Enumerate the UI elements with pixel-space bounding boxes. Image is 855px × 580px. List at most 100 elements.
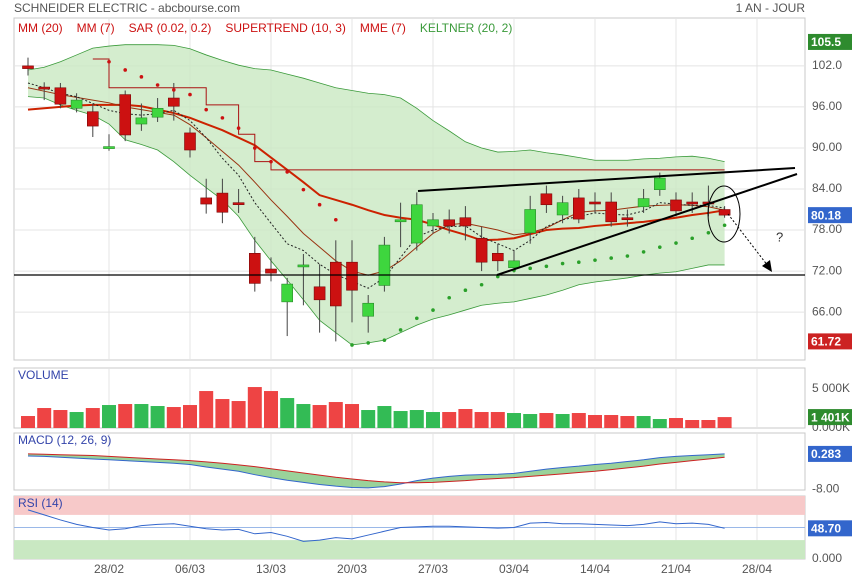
candle-body <box>281 283 294 303</box>
sar-dot <box>382 338 387 342</box>
volume-bar <box>345 404 359 428</box>
candle-body <box>232 202 245 205</box>
volume-bar <box>183 405 197 428</box>
panel-title: MACD (12, 26, 9) <box>18 433 111 447</box>
candle-body <box>491 252 504 262</box>
y-tick-label: 5 000K <box>812 381 850 395</box>
highlight-ellipse <box>707 185 741 243</box>
volume-bar <box>296 404 311 428</box>
candle-body <box>38 86 51 90</box>
volume-bar <box>507 413 521 428</box>
trend-line <box>496 173 798 276</box>
value-marker-label: 61.72 <box>811 335 841 349</box>
sar-dot <box>220 116 225 120</box>
value-marker <box>808 333 852 350</box>
volume-bar <box>199 391 214 428</box>
sar-dot <box>172 88 176 92</box>
y-tick-label: 72.00 <box>812 263 842 277</box>
volume-bar <box>685 420 700 428</box>
volume-bar <box>636 416 651 428</box>
sar-dot <box>447 295 452 300</box>
candle-body <box>265 268 277 274</box>
volume-bar <box>134 404 149 428</box>
sar-dot <box>496 274 500 279</box>
sar-dot <box>301 187 306 192</box>
volume-bar <box>69 412 84 428</box>
volume-bar <box>588 415 602 428</box>
sar-dot <box>690 236 694 241</box>
sar-dot <box>479 282 484 287</box>
sar-dot <box>334 217 338 222</box>
legend-entry: MM (7) <box>77 21 115 35</box>
y-tick-label: 90.00 <box>812 140 842 154</box>
sar-dot <box>528 266 532 271</box>
value-marker-label: 48.70 <box>811 521 841 535</box>
sar-dot <box>269 159 273 164</box>
volume-bar <box>215 399 230 428</box>
candle-body <box>670 199 682 212</box>
volume-bar <box>458 409 473 428</box>
y-tick-label: -8.00 <box>812 481 840 495</box>
volume-bar <box>21 416 35 428</box>
x-tick-label: 13/03 <box>256 562 286 576</box>
candle-body <box>119 94 131 136</box>
candle-body <box>410 204 423 244</box>
rsi-band <box>14 540 805 559</box>
candle-body <box>540 193 553 206</box>
panel-frame <box>13 432 806 491</box>
macd-fill <box>28 453 725 488</box>
sar-dot <box>658 245 662 249</box>
candle-body <box>87 111 99 127</box>
overlay-line <box>92 58 725 171</box>
volume-bar <box>474 412 489 428</box>
volume-bar <box>620 416 635 428</box>
volume-bar <box>102 405 116 428</box>
sar-dot <box>398 328 403 332</box>
volume-bar <box>328 402 343 428</box>
panel-frame <box>13 367 806 429</box>
candle-body <box>718 209 731 216</box>
overlay-line <box>27 82 725 289</box>
sar-dot <box>641 250 646 254</box>
sar-dot <box>253 146 257 150</box>
value-marker-label: 105.5 <box>811 35 841 49</box>
volume-bar <box>409 410 424 428</box>
sar-dot <box>609 256 613 260</box>
candle-body <box>427 219 439 227</box>
legend-entry: SAR (0.02, 0.2) <box>129 21 212 35</box>
sar-dot <box>625 254 630 258</box>
candle-body <box>70 99 83 109</box>
sar-dot <box>706 230 711 235</box>
legend-entry: SUPERTREND (10, 3) <box>225 21 345 35</box>
x-tick-label: 06/03 <box>175 562 205 576</box>
legend-entry: MME (7) <box>360 21 406 35</box>
candle-body <box>216 192 229 213</box>
indicator-line <box>27 453 725 489</box>
sar-dot <box>350 343 354 347</box>
volume-bar <box>393 411 408 428</box>
volume-bar <box>85 408 100 428</box>
candle-body <box>346 261 358 291</box>
sar-dot <box>674 241 678 245</box>
x-tick-label: 27/03 <box>418 562 448 576</box>
sar-dot <box>188 92 192 97</box>
sar-dot <box>155 83 160 87</box>
indicator-line <box>27 453 725 484</box>
sar-dot <box>285 170 290 174</box>
candle-body <box>589 201 601 205</box>
sar-dot <box>463 288 468 293</box>
candle-body <box>297 264 310 268</box>
sar-dot <box>317 202 322 207</box>
candle-body <box>22 65 34 69</box>
y-tick-label: 84.00 <box>812 181 842 195</box>
candle-body <box>54 87 67 105</box>
volume-bar <box>555 414 570 428</box>
volume-bar <box>523 414 538 428</box>
candle-body <box>103 146 115 149</box>
candle-body <box>168 97 180 107</box>
candle-body <box>686 201 699 205</box>
volume-bar <box>426 412 440 428</box>
candle-body <box>605 201 618 223</box>
legend-entry: KELTNER (20, 2) <box>420 21 512 35</box>
x-tick-label: 28/04 <box>742 562 772 576</box>
